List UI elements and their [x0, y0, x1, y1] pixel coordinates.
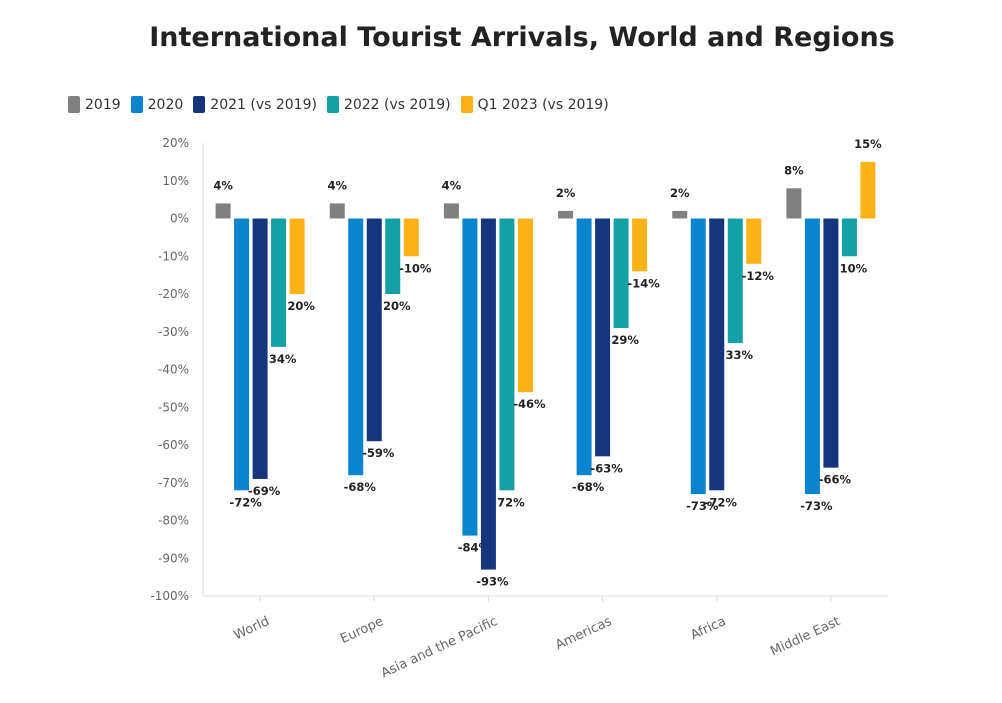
- y-tick-label: -90%: [158, 551, 189, 565]
- y-tick-label: 20%: [162, 136, 189, 150]
- bar: [558, 210, 574, 219]
- legend-label: 2020: [147, 96, 184, 113]
- legend-swatch: [193, 96, 206, 113]
- data-label: -93%: [476, 575, 509, 589]
- data-label: 29%: [611, 333, 639, 347]
- x-category-label: Asia and the Pacific: [379, 614, 500, 681]
- y-tick-label: -20%: [158, 287, 189, 301]
- bar: [632, 218, 648, 272]
- bar: [823, 218, 839, 468]
- legend-item[interactable]: 2020: [130, 96, 184, 113]
- bar: [613, 218, 629, 328]
- bar: [366, 218, 382, 442]
- y-tick-label: -70%: [158, 476, 189, 490]
- bar: [385, 218, 401, 294]
- data-label: -68%: [344, 480, 377, 494]
- x-category-label: Americas: [553, 614, 614, 653]
- legend-swatch: [130, 96, 143, 113]
- data-label: 72%: [497, 495, 525, 509]
- bar: [403, 218, 419, 257]
- y-tick-label: -40%: [158, 363, 189, 377]
- x-category-label: World: [232, 614, 272, 643]
- bar: [499, 218, 515, 491]
- bar: [746, 218, 762, 264]
- bar: [860, 161, 876, 219]
- legend-label: 2021 (vs 2019): [210, 96, 317, 113]
- bar: [690, 218, 706, 495]
- chart-title: International Tourist Arrivals, World an…: [149, 22, 895, 53]
- bar: [841, 218, 857, 257]
- data-label: 8%: [784, 163, 804, 177]
- data-label: -72%: [705, 495, 738, 509]
- data-label: -66%: [819, 473, 852, 487]
- data-label: -12%: [742, 269, 775, 283]
- data-label: -14%: [627, 276, 660, 290]
- bar: [480, 218, 496, 570]
- data-label: -72%: [229, 495, 262, 509]
- bar: [271, 218, 287, 347]
- data-label: -68%: [572, 480, 605, 494]
- legend-swatch: [460, 96, 473, 113]
- bar: [329, 203, 345, 219]
- bar: [576, 218, 592, 476]
- data-label: 20%: [287, 299, 315, 313]
- legend-item[interactable]: 2022 (vs 2019): [326, 96, 451, 113]
- y-tick-label: 0%: [170, 212, 189, 226]
- y-tick-label: 10%: [162, 174, 189, 188]
- y-tick-label: -60%: [158, 438, 189, 452]
- data-label: 2%: [556, 186, 576, 200]
- data-label: 34%: [269, 352, 297, 366]
- data-label: -73%: [800, 499, 833, 513]
- y-tick-label: -50%: [158, 400, 189, 414]
- data-label: 20%: [383, 299, 411, 313]
- bar: [672, 210, 688, 219]
- y-tick-label: -30%: [158, 325, 189, 339]
- bar: [595, 218, 611, 457]
- bar: [709, 218, 725, 491]
- legend-item[interactable]: 2019: [68, 96, 121, 113]
- data-label: 15%: [854, 137, 882, 151]
- bar: [443, 203, 459, 219]
- bar: [252, 218, 268, 479]
- bar: [462, 218, 478, 536]
- bar: [786, 188, 802, 219]
- bar: [215, 203, 231, 219]
- x-category-label: Europe: [338, 614, 386, 647]
- data-label: 4%: [442, 178, 462, 192]
- bar: [348, 218, 364, 476]
- y-tick-label: -100%: [150, 589, 189, 603]
- bar: [234, 218, 250, 491]
- data-label: -10%: [399, 261, 432, 275]
- data-label: -46%: [513, 397, 546, 411]
- data-label: -73%: [686, 499, 719, 513]
- legend-label: Q1 2023 (vs 2019): [477, 96, 609, 113]
- legend-label: 2019: [85, 96, 121, 113]
- y-tick-label: -10%: [158, 249, 189, 263]
- data-label: -59%: [362, 446, 395, 460]
- data-label: -69%: [248, 484, 281, 498]
- x-category-label: Middle East: [768, 614, 842, 659]
- bar: [727, 218, 743, 344]
- legend-swatch: [68, 96, 80, 113]
- chart-legend: 2019 2020 2021 (vs 2019) 2022 (vs 2019) Q1 2…: [68, 96, 619, 113]
- y-tick-label: -80%: [158, 514, 189, 528]
- data-label: 2%: [670, 186, 690, 200]
- bar: [804, 218, 820, 495]
- data-label: -63%: [590, 461, 623, 475]
- x-category-label: Africa: [688, 614, 728, 643]
- legend-swatch: [326, 96, 339, 113]
- data-label: 10%: [840, 261, 868, 275]
- legend-item[interactable]: 2021 (vs 2019): [193, 96, 317, 113]
- data-label: 33%: [725, 348, 753, 362]
- data-label: 4%: [327, 178, 347, 192]
- bar: [289, 218, 305, 294]
- legend-label: 2022 (vs 2019): [343, 96, 451, 113]
- bar: [517, 218, 533, 393]
- legend-item[interactable]: Q1 2023 (vs 2019): [460, 96, 609, 113]
- data-label: 4%: [213, 178, 233, 192]
